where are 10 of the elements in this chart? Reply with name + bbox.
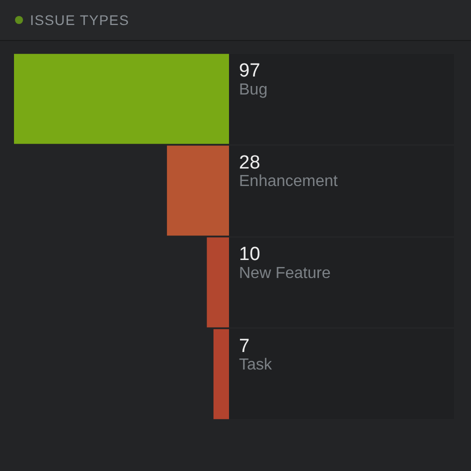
y-tick-label: Task	[239, 356, 273, 374]
data-label: 7	[239, 336, 250, 357]
bar	[166, 146, 229, 236]
data-label: 28	[239, 152, 260, 174]
y-tick-label: Bug	[239, 81, 268, 98]
chart-title: ISSUE TYPES	[30, 12, 130, 28]
y-tick-label: New Feature	[239, 264, 331, 282]
data-label: 97	[239, 60, 260, 82]
y-tick-label: Enhancement	[239, 173, 338, 190]
data-label: 10	[239, 244, 260, 266]
